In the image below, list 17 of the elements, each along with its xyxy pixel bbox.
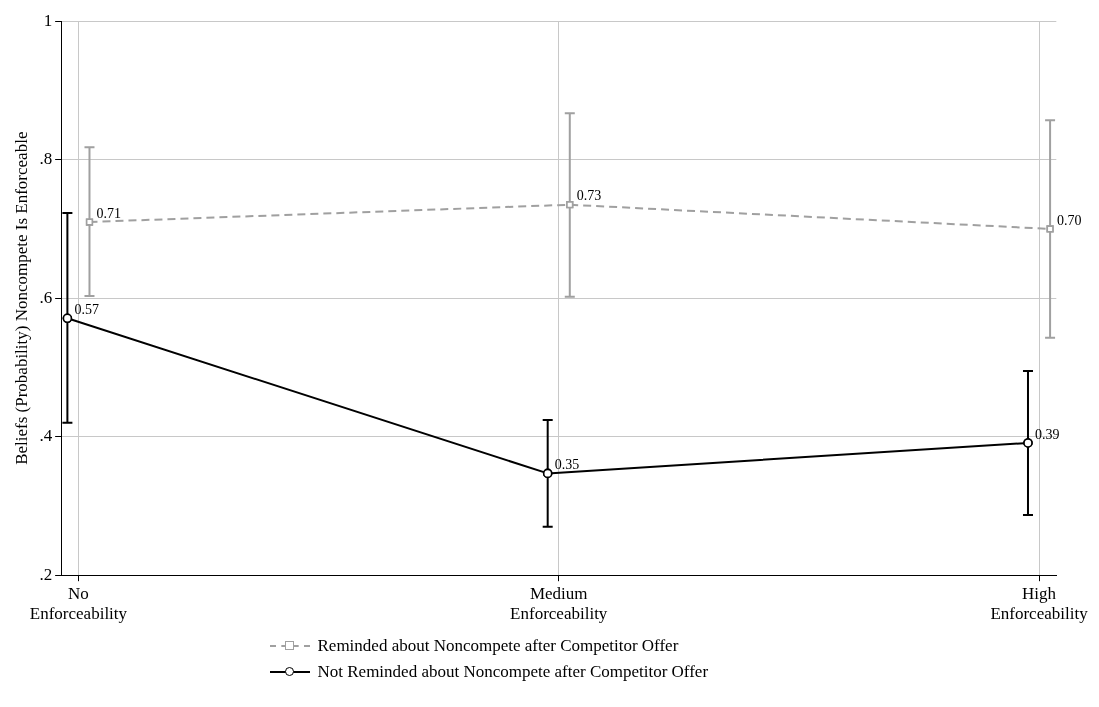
y-tick-label: .2	[39, 564, 53, 584]
data-label: 0.73	[576, 188, 602, 204]
x-tick-label: Medium Enforceability	[510, 583, 608, 624]
y-tick-label: .4	[39, 426, 53, 446]
data-label: 0.39	[1034, 426, 1060, 442]
y-tick-label: .6	[39, 287, 53, 307]
data-label: 0.57	[74, 301, 99, 317]
data-label: 0.35	[554, 457, 580, 473]
y-axis-title: Beliefs (Probability) Noncompete Is Enforceable	[11, 131, 31, 465]
data-label: 0.71	[96, 205, 121, 221]
legend-label: Not Reminded about Noncompete after Competitor Offer	[317, 662, 709, 682]
y-tick-label: 1	[43, 10, 53, 30]
x-tick-label: High Enforceability	[990, 583, 1089, 624]
x-tick-label: No Enforceability	[29, 583, 128, 624]
legend-label: Reminded about Noncompete after Competitor Offer	[317, 636, 679, 656]
y-tick-label: .8	[39, 149, 53, 169]
data-label: 0.70	[1057, 212, 1082, 228]
